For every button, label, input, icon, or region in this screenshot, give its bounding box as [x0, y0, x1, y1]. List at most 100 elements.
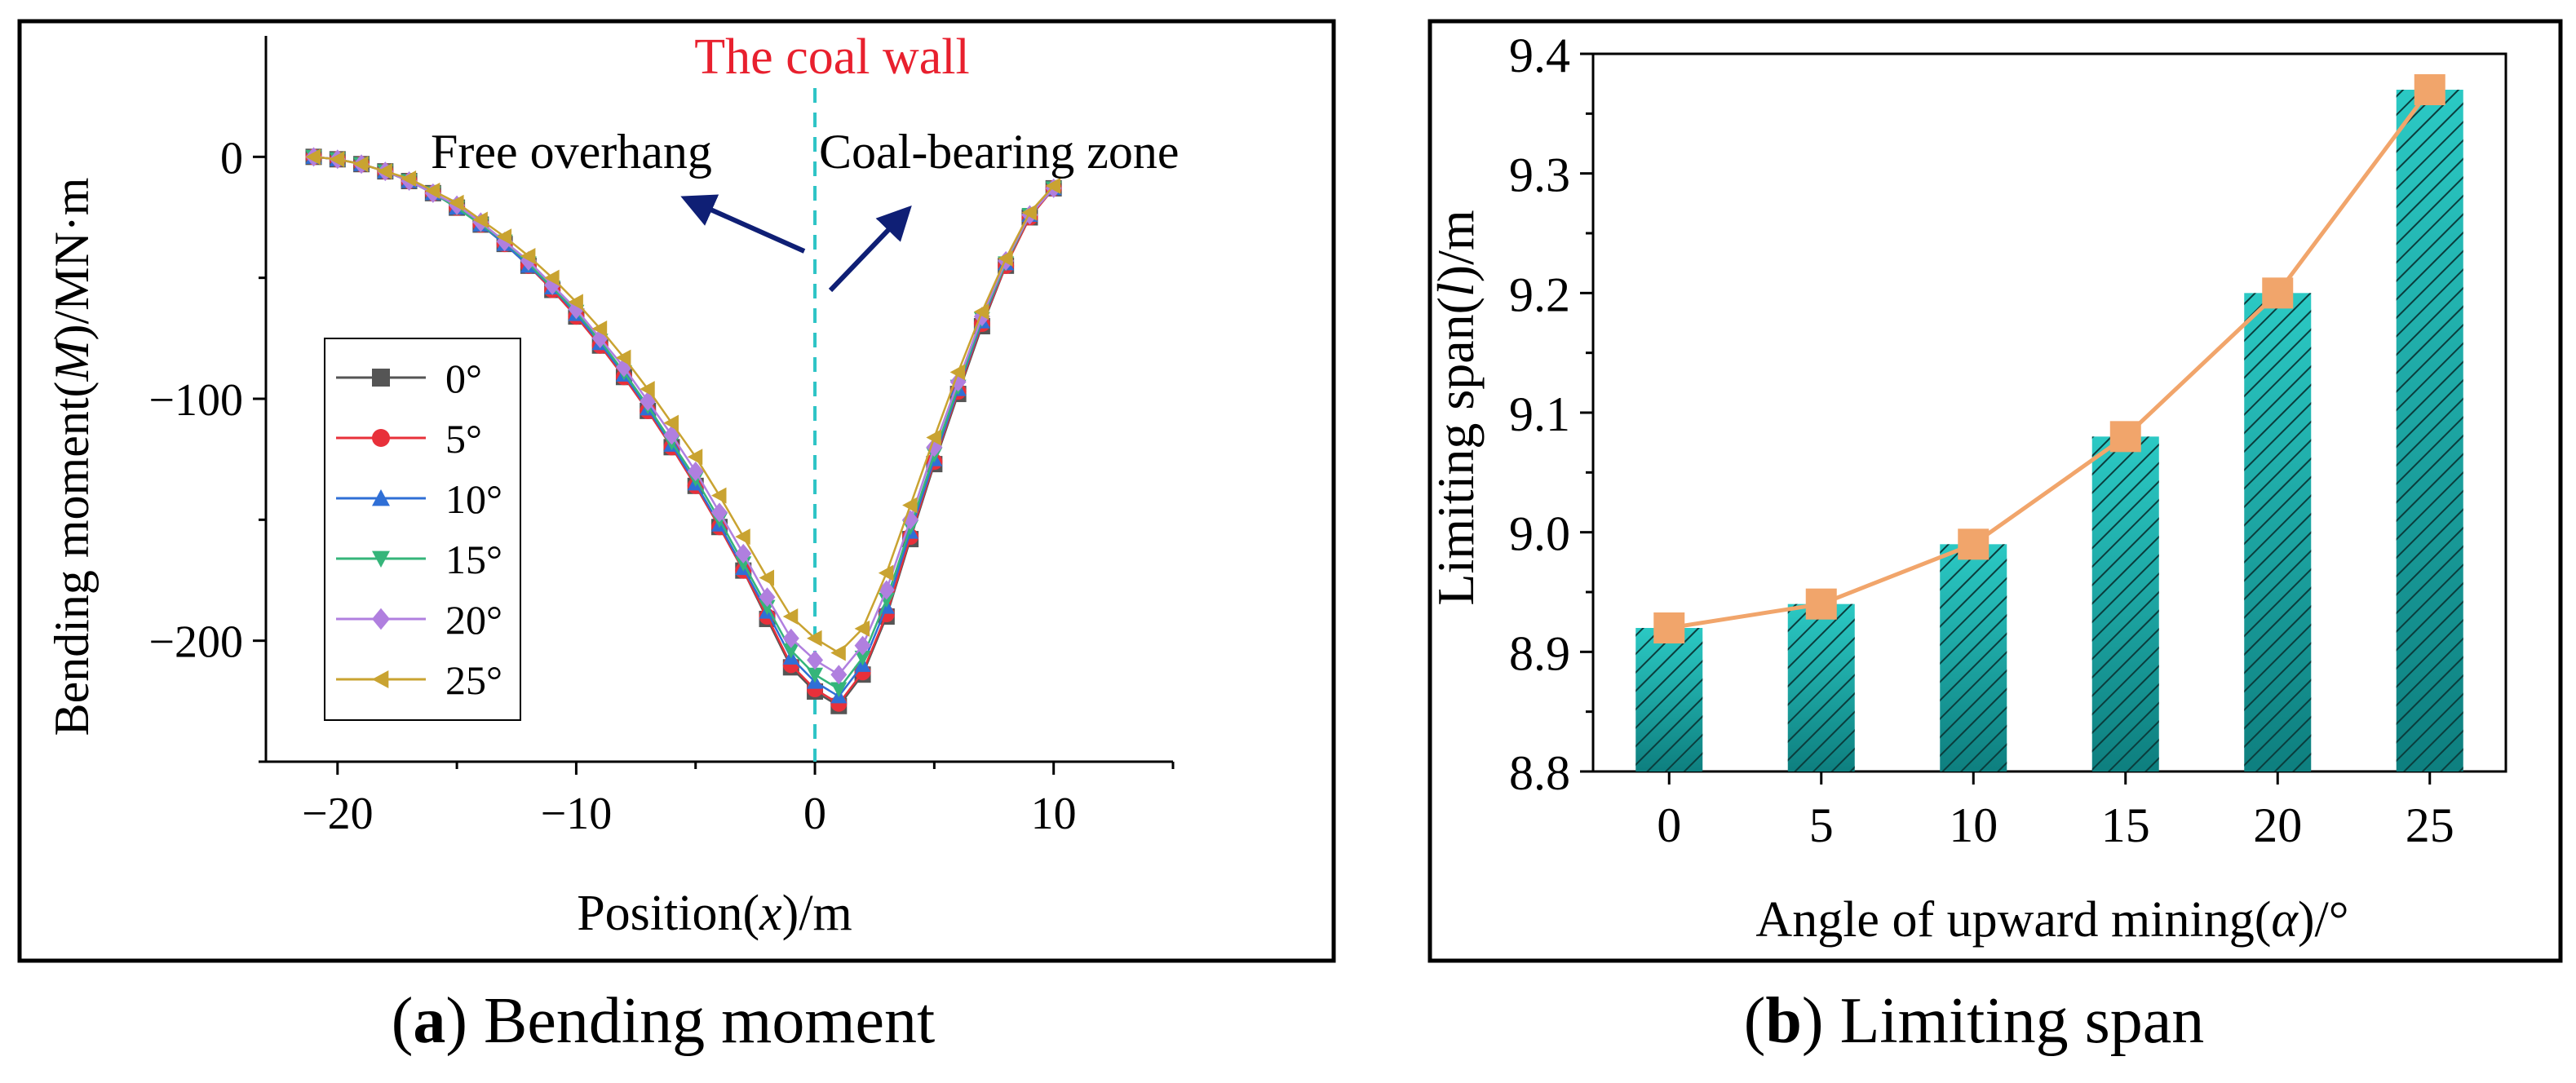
data-point — [854, 650, 871, 666]
y-tick-label: 9.2 — [1509, 267, 1570, 321]
coal-bearing-zone-label: Coal-bearing zone — [819, 125, 1179, 179]
legend-marker — [372, 429, 390, 447]
x-tick-label: 15 — [2101, 798, 2150, 852]
coal-wall-label: The coal wall — [694, 29, 969, 85]
data-point — [353, 156, 369, 173]
y-label-symbol: l — [1427, 282, 1485, 297]
x-tick-label: 10 — [1031, 789, 1077, 839]
y-tick-label: 9.4 — [1509, 29, 1570, 82]
y-label-symbol: M — [45, 338, 99, 382]
legend-label: 15° — [445, 537, 502, 582]
legend-entry: 5° — [336, 416, 482, 462]
bar-hatch — [2244, 293, 2312, 771]
legend-label: 25° — [445, 657, 502, 703]
data-point — [305, 148, 321, 166]
x-tick-label: −20 — [302, 789, 374, 839]
x-tick-label: 25 — [2406, 798, 2454, 852]
panel-b-line — [1653, 74, 2445, 643]
panel-a-caption-text: Bending moment — [467, 985, 935, 1057]
x-tick-label: 0 — [1657, 798, 1681, 852]
legend-entry: 20° — [336, 597, 502, 643]
data-point — [687, 462, 704, 481]
legend-entry: 0° — [336, 356, 482, 401]
bar-10 — [1940, 544, 2007, 771]
legend-box — [324, 338, 521, 721]
data-point — [998, 250, 1013, 267]
data-point — [424, 182, 440, 199]
free-overhang-label: Free overhang — [431, 125, 712, 179]
data-point — [782, 643, 799, 659]
data-point — [973, 303, 989, 320]
x-label-symbol: x — [759, 886, 782, 941]
panel-b-caption-text: Limiting span — [1824, 985, 2205, 1057]
panel-a-series — [305, 147, 1062, 714]
data-point — [735, 543, 752, 564]
data-point — [830, 644, 846, 661]
y-label-prefix: Limiting span( — [1427, 297, 1485, 606]
panel-b-axes — [1591, 52, 2507, 773]
x-tick-label: 10 — [1949, 798, 1998, 852]
data-point — [472, 211, 488, 228]
bar-hatch — [1635, 628, 1703, 771]
data-point — [401, 170, 417, 188]
panel-b-ticks: 8.8 8.9 9.0 9.1 9.2 9.3 9.4 0 5 10 15 20 25 — [1509, 29, 2454, 852]
data-point — [520, 247, 536, 264]
trend-line — [1668, 88, 2432, 630]
bar-hatch — [2091, 436, 2159, 771]
x-label-suffix: )/m — [782, 886, 852, 941]
data-point — [1021, 204, 1037, 221]
legend-label: 5° — [445, 416, 482, 462]
panel-a-x-axis-label: Position(x)/m — [577, 886, 852, 941]
trend-point — [1805, 588, 1837, 620]
x-label-prefix: Position( — [577, 886, 759, 941]
data-point — [830, 665, 848, 685]
panel-b-limiting-span: 8.8 8.9 9.0 9.1 9.2 9.3 9.4 0 5 10 15 20 25 Limiting… — [1427, 19, 2563, 963]
x-label-prefix: Angle of upward mining( — [1755, 892, 2271, 948]
data-point — [1045, 177, 1061, 194]
data-point — [878, 592, 895, 608]
data-point — [807, 630, 822, 647]
panel-a-ticks: −20 −10 0 100−100−200 — [148, 133, 1175, 839]
y-tick-label: −100 — [148, 375, 243, 426]
series-25deg — [305, 148, 1061, 661]
bar-0 — [1635, 628, 1703, 771]
data-point — [854, 635, 871, 656]
trend-point — [2414, 74, 2445, 105]
x-label-suffix: )/° — [2298, 892, 2349, 948]
legend-marker — [372, 489, 390, 506]
x-tick-label: 0 — [803, 789, 826, 839]
panel-a-y-axis-label: Bending moment(M)/MN·m — [45, 178, 99, 736]
data-point — [926, 429, 941, 446]
data-point — [878, 564, 894, 581]
y-label-suffix: )/MN·m — [45, 178, 99, 341]
panel-a-legend: 0° 5° 10° 15° 20° 25° — [324, 338, 521, 721]
bar-hatch — [1787, 603, 1855, 771]
data-point — [735, 528, 750, 546]
data-point — [377, 163, 392, 180]
y-tick-label: 9.1 — [1509, 387, 1570, 441]
y-label-suffix: )/m — [1427, 210, 1485, 282]
panel-b-plot-frame — [1591, 52, 2507, 773]
trend-point — [1653, 612, 1685, 643]
data-point — [449, 194, 464, 211]
data-point — [902, 497, 918, 514]
panel-a-caption-letter: a — [413, 985, 445, 1057]
data-point — [949, 364, 966, 381]
legend-entry: 25° — [336, 657, 502, 703]
x-label-symbol: α — [2271, 892, 2299, 948]
panel-b-caption-letter: b — [1765, 985, 1802, 1057]
y-label-prefix: Bending moment( — [45, 382, 99, 736]
bar-5 — [1787, 603, 1855, 771]
data-point — [544, 269, 560, 286]
data-point — [759, 569, 775, 586]
data-point — [782, 608, 799, 625]
panel-a-caption: (a) Bending moment — [392, 985, 936, 1057]
bar-25 — [2396, 90, 2463, 771]
data-point — [329, 151, 345, 168]
y-tick-label: 0 — [220, 133, 243, 183]
data-point — [807, 650, 824, 670]
data-point — [830, 682, 848, 697]
legend-marker — [372, 670, 389, 688]
coal-bearing-zone-arrow — [828, 205, 912, 293]
